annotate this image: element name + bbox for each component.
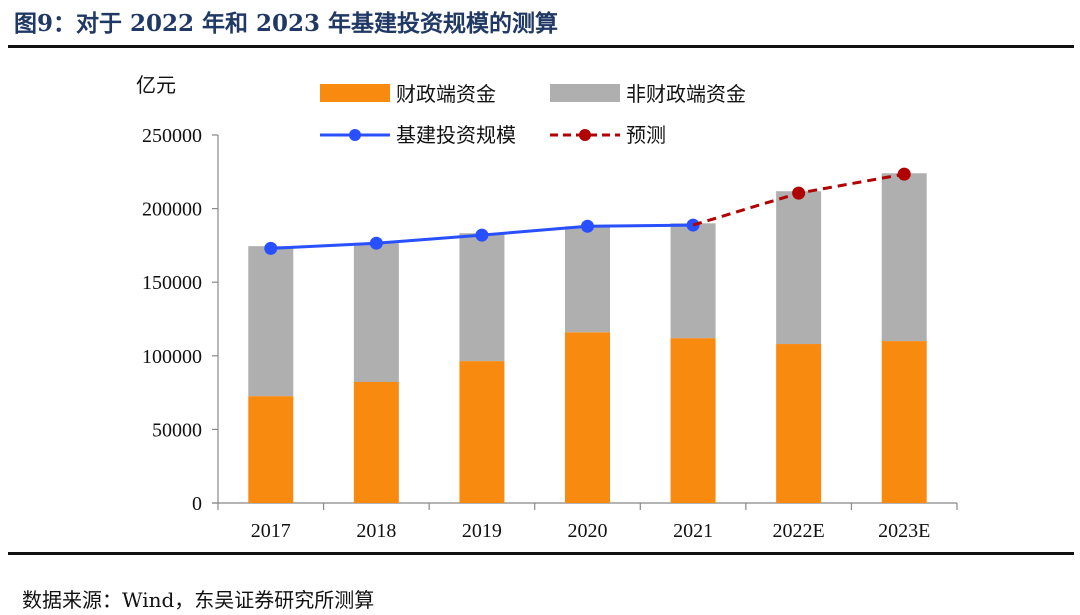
- x-tick-label: 2020: [568, 520, 608, 542]
- x-tick-label: 2021: [673, 520, 713, 542]
- y-tick-label: 0: [192, 493, 202, 515]
- bar-nonfiscal: [881, 173, 927, 342]
- y-tick-label: 250000: [142, 125, 202, 147]
- bar-nonfiscal: [353, 243, 399, 383]
- bar-nonfiscal: [565, 226, 610, 333]
- legend-swatch-nonfiscal: [550, 84, 620, 102]
- legend-label-forecast: 预测: [626, 123, 666, 147]
- x-tick-label: 2023E: [878, 520, 930, 542]
- point-forecast: [792, 186, 806, 200]
- legend-swatch-fiscal: [320, 84, 390, 102]
- point-infra: [581, 219, 594, 233]
- y-tick-label: 100000: [142, 346, 202, 368]
- legend-label-fiscal: 财政端资金: [396, 82, 496, 106]
- legend: 财政端资金 非财政端资金 基建投资规模 预测: [320, 82, 746, 147]
- bottom-rule: [8, 552, 1074, 555]
- y-tick-label: 50000: [152, 419, 202, 441]
- bar-fiscal: [881, 341, 927, 503]
- y-tick-label: 150000: [142, 272, 202, 294]
- x-tick-label: 2022E: [773, 520, 825, 542]
- bar-fiscal: [670, 338, 716, 503]
- legend-label-nonfiscal: 非财政端资金: [626, 82, 746, 106]
- x-tick-label: 2018: [356, 520, 396, 542]
- legend-marker-forecast: [579, 129, 591, 141]
- legend-label-infra: 基建投资规模: [396, 123, 516, 147]
- point-forecast: [897, 167, 911, 181]
- bar-fiscal: [565, 332, 610, 503]
- figure-title: 图9：对于 2022 年和 2023 年基建投资规模的测算: [14, 10, 559, 37]
- source-note: 数据来源：Wind，东吴证券研究所测算: [22, 588, 375, 612]
- point-infra: [475, 228, 489, 242]
- x-tick-label: 2019: [462, 520, 502, 542]
- legend-marker-infra: [349, 129, 361, 141]
- x-tick-label: 2017: [251, 520, 291, 542]
- bar-nonfiscal: [776, 191, 822, 345]
- bar-nonfiscal: [670, 223, 716, 339]
- bar-nonfiscal: [248, 246, 294, 397]
- bar-fiscal: [776, 344, 822, 503]
- bar-fiscal: [353, 382, 399, 503]
- bar-fiscal: [248, 396, 294, 503]
- point-infra: [264, 241, 278, 255]
- bar-nonfiscal: [459, 233, 505, 362]
- y-axis-label: 亿元: [136, 73, 176, 97]
- top-rule: [8, 45, 1074, 48]
- point-infra: [369, 236, 383, 250]
- y-tick-label: 200000: [142, 199, 202, 221]
- bar-fiscal: [459, 361, 505, 503]
